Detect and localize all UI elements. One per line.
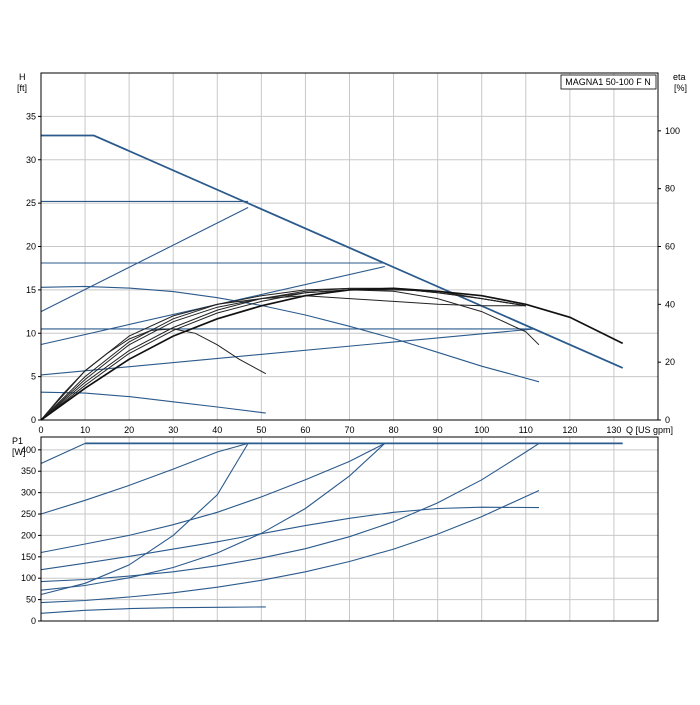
- power-curve: [40, 442, 386, 591]
- eta-y-tick-label: 60: [665, 242, 675, 252]
- power-y-tick-label: 100: [21, 573, 36, 583]
- efficiency-curve: [40, 287, 526, 421]
- head-y-tick-label: 25: [26, 198, 36, 208]
- power-y-tick-label: 150: [21, 552, 36, 562]
- power-y-tick-label: 400: [21, 445, 36, 455]
- power-y-tick-label: 300: [21, 488, 36, 498]
- power-y-tick-label: 0: [31, 616, 36, 626]
- model-label: MAGNA1 50-100 F N: [565, 77, 651, 87]
- efficiency-curve-main: [40, 287, 624, 421]
- power-curve: [40, 443, 249, 596]
- power-y-tick-label: 350: [21, 466, 36, 476]
- power-chart-frame: [40, 436, 659, 622]
- power-curve: [40, 442, 249, 515]
- efficiency-curve: [40, 328, 267, 421]
- power-curve: [40, 506, 540, 571]
- x-tick-label: 130: [606, 425, 621, 435]
- system-curve: [40, 328, 535, 376]
- power-curve: [40, 489, 540, 604]
- flow-axis-label: Q [US gpm]: [626, 425, 673, 435]
- power-axis-name: P1: [12, 436, 23, 446]
- head-axis-unit: [ft]: [17, 83, 27, 93]
- head-chart-gridlines: [41, 73, 658, 420]
- eta-axis-unit: [%]: [674, 83, 687, 93]
- power-curve: [40, 442, 540, 583]
- x-tick-label: 40: [212, 425, 222, 435]
- efficiency-curve: [40, 289, 526, 421]
- eta-y-tick-label: 20: [665, 357, 675, 367]
- head-chart-curves: [40, 134, 624, 421]
- power-y-tick-label: 200: [21, 530, 36, 540]
- power-axis-unit: [W]: [12, 447, 26, 457]
- power-y-tick-label: 50: [26, 595, 36, 605]
- x-tick-label: 120: [562, 425, 577, 435]
- x-tick-label: 100: [474, 425, 489, 435]
- x-tick-label: 70: [344, 425, 354, 435]
- power-y-tick-label: 250: [21, 509, 36, 519]
- efficiency-curve: [40, 289, 540, 421]
- eta-y-tick-label: 0: [665, 415, 670, 425]
- head-chart-frame: [40, 72, 659, 421]
- head-y-tick-label: 35: [26, 111, 36, 121]
- x-tick-label: 30: [168, 425, 178, 435]
- efficiency-curve: [40, 287, 526, 421]
- x-tick-label: 0: [38, 425, 43, 435]
- eta-y-tick-label: 80: [665, 184, 675, 194]
- eta-y-tick-label: 100: [665, 126, 680, 136]
- power-curve: [40, 442, 386, 554]
- x-tick-label: 90: [433, 425, 443, 435]
- head-y-tick-label: 10: [26, 328, 36, 338]
- x-tick-label: 10: [80, 425, 90, 435]
- head-curve: [40, 285, 540, 383]
- axis-labels: 0 10 20 30 40 50 60 70 80 90 100 110 120 130 0 5 10 15 20 2…: [21, 111, 680, 626]
- x-tick-label: 50: [256, 425, 266, 435]
- x-tick-label: 20: [124, 425, 134, 435]
- x-tick-label: 80: [389, 425, 399, 435]
- head-y-tick-label: 30: [26, 155, 36, 165]
- efficiency-curve: [40, 295, 526, 421]
- eta-y-tick-label: 40: [665, 299, 675, 309]
- head-y-tick-label: 5: [31, 372, 36, 382]
- system-curve: [40, 207, 249, 313]
- head-curve: [41, 134, 624, 369]
- head-axis-name: H: [19, 72, 26, 82]
- head-y-tick-label: 0: [31, 415, 36, 425]
- power-curve: [40, 606, 266, 614]
- head-y-tick-label: 20: [26, 242, 36, 252]
- x-tick-label: 110: [519, 425, 533, 435]
- x-tick-label: 60: [300, 425, 310, 435]
- power-chart-gridlines: [41, 437, 658, 621]
- power-chart-curves: [40, 442, 623, 614]
- head-y-tick-label: 15: [26, 285, 36, 295]
- eta-axis-name: eta: [673, 72, 686, 82]
- power-curve: [40, 442, 86, 465]
- model-label-box: [560, 74, 657, 90]
